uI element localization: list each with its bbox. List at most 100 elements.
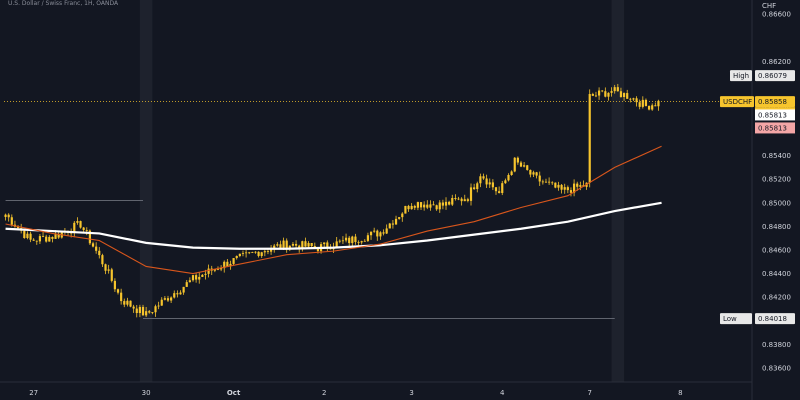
candle-body — [276, 244, 279, 246]
candle-body — [391, 223, 395, 225]
time-tick-label: 2 — [322, 389, 326, 397]
candle-body — [354, 236, 357, 242]
candle-body — [401, 213, 404, 218]
candle-body — [73, 222, 76, 233]
candle-body — [366, 235, 370, 241]
candle-body — [166, 298, 170, 301]
candle-body — [235, 256, 238, 259]
price-tick-label: 0.84800 — [762, 223, 791, 231]
candle-body — [95, 246, 98, 251]
candle-body — [294, 243, 298, 246]
candle-body — [245, 252, 248, 254]
ma-fast-line — [5, 145, 662, 275]
candle-body — [23, 230, 26, 239]
candle-body — [519, 162, 523, 167]
candle-body — [341, 240, 345, 242]
ma-slow-tag: 0.85813 — [758, 111, 787, 119]
candle-body — [541, 181, 544, 183]
candle-body — [195, 275, 198, 280]
candle-body — [141, 306, 145, 316]
candle-body — [129, 300, 132, 307]
candle-body — [213, 269, 216, 271]
candle-body — [201, 274, 204, 277]
candle-body — [351, 236, 354, 244]
candle-body — [4, 214, 7, 218]
candle-body — [51, 236, 54, 239]
candle-body — [388, 223, 391, 229]
candle-body — [241, 252, 245, 254]
candle-body — [85, 229, 88, 231]
candle-body — [132, 306, 135, 309]
candle-body — [145, 311, 148, 316]
candle-body — [548, 181, 551, 183]
candle-body — [563, 187, 566, 190]
price-tick-label: 0.83800 — [762, 341, 791, 349]
symbol-tag-bg — [720, 96, 754, 108]
candle-body — [116, 289, 120, 293]
candle-body — [170, 297, 173, 301]
candle-body — [35, 240, 38, 242]
candle-body — [348, 237, 351, 244]
candle-body — [429, 204, 432, 208]
candle-body — [79, 221, 82, 228]
candle-body — [644, 99, 648, 106]
candle-body — [444, 201, 448, 206]
candle-body — [226, 261, 229, 267]
candle-body — [248, 252, 251, 254]
candle-body — [104, 264, 107, 271]
price-tick-label: 0.85200 — [762, 176, 791, 184]
time-tick-label: 8 — [678, 389, 682, 397]
candle-body — [407, 205, 410, 210]
weekend-shade — [139, 0, 153, 382]
candle-body — [629, 98, 632, 100]
candle-body — [604, 91, 607, 97]
time-tick-label: 4 — [500, 389, 505, 397]
candle-body — [266, 251, 270, 252]
candle-body — [591, 94, 594, 96]
candle-body — [410, 205, 413, 210]
candle-body — [651, 105, 654, 110]
candle-body — [310, 243, 313, 247]
candle-body — [38, 236, 42, 242]
candle-body — [10, 217, 13, 225]
candle-body — [494, 187, 498, 192]
candle-body — [451, 197, 454, 205]
candle-body — [626, 93, 629, 99]
candle-body — [360, 241, 363, 243]
candle-body — [588, 94, 591, 183]
candle-body — [413, 205, 416, 208]
candle-body — [616, 87, 619, 92]
candle-body — [157, 305, 160, 307]
candle-body — [45, 236, 48, 242]
candle-body — [526, 165, 529, 170]
low-label-bg — [720, 313, 752, 325]
candle-body — [510, 171, 513, 175]
price-tick-label: 0.84200 — [762, 294, 791, 302]
time-tick-label: 7 — [587, 389, 591, 397]
candle-body — [566, 187, 569, 191]
time-tick-label: 30 — [142, 389, 151, 397]
candle-body — [376, 230, 379, 237]
price-tick-label: 0.85400 — [762, 152, 791, 160]
currency-label: CHF — [762, 2, 776, 10]
candle-body — [110, 269, 113, 281]
candle-body — [173, 293, 176, 298]
candle-body — [382, 232, 385, 234]
candle-body — [291, 243, 295, 246]
candle-body — [138, 306, 141, 314]
candle-body — [482, 176, 485, 179]
candle-body — [473, 187, 476, 190]
candle-body — [179, 292, 182, 295]
candle-body — [32, 239, 35, 241]
candle-body — [432, 204, 435, 206]
candle-body — [607, 92, 610, 97]
candle-body — [516, 157, 519, 163]
last-price-tag: 0.85858 — [758, 98, 787, 106]
candle-body — [260, 252, 263, 256]
candle-body — [113, 280, 116, 290]
candle-body — [538, 175, 541, 182]
candle-body — [448, 201, 451, 205]
candle-body — [560, 184, 563, 190]
